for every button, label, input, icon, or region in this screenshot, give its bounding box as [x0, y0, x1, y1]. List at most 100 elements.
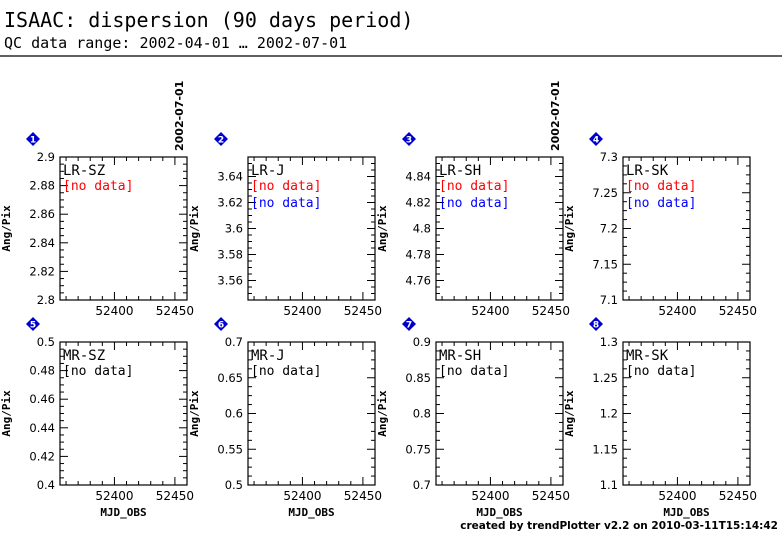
y-tick-label: 2.84 — [29, 236, 55, 250]
y-tick-label: 0.65 — [217, 371, 243, 385]
x-tick-label: 52400 — [95, 304, 133, 318]
y-tick-label: 2.82 — [29, 264, 55, 278]
y-tick-label: 3.58 — [217, 248, 243, 262]
panel-index-number: 6 — [218, 321, 224, 331]
series-label: MR-SK — [626, 348, 669, 364]
y-axis-title: Ang/Pix — [376, 205, 389, 252]
y-tick-label: 0.48 — [29, 364, 55, 378]
y-tick-label: 7.15 — [592, 257, 618, 271]
y-tick-label: 7.25 — [592, 186, 618, 200]
series-label: LR-SH — [439, 163, 481, 179]
panel-index-number: 4 — [593, 136, 599, 146]
panel-index-marker — [26, 317, 40, 331]
y-axis-title: Ang/Pix — [188, 205, 201, 252]
x-axis-title: MJD_OBS — [663, 506, 709, 519]
y-tick-label: 4.76 — [405, 274, 431, 288]
footer-credit: created by trendPlotter v2.2 on 2010-03-… — [460, 520, 778, 532]
y-tick-label: 0.6 — [225, 407, 243, 421]
y-tick-label: 0.4 — [37, 478, 55, 492]
series-label: LR-SZ — [63, 163, 105, 179]
x-tick-label: 52450 — [719, 489, 757, 503]
y-tick-label: 0.9 — [413, 335, 431, 349]
no-data-note: [no data] — [251, 364, 321, 379]
x-tick-label: 52450 — [532, 489, 570, 503]
y-tick-label: 4.84 — [405, 170, 431, 184]
panel-7: 52400 52450 0.7 0.75 0.8 0.85 0.9 Ang/Pix MJD_OB… — [376, 317, 570, 519]
y-tick-label: 2.8 — [37, 293, 55, 307]
y-tick-label: 1.1 — [600, 478, 618, 492]
x-tick-label: 52450 — [719, 304, 757, 318]
y-tick-label: 2.86 — [29, 207, 55, 221]
no-data-note: [no data] — [63, 364, 133, 379]
x-tick-label: 52400 — [283, 489, 321, 503]
panel-3: 52400 52450 4.76 4.78 4.8 4.82 4.84 Ang/Pix 3 LR-… — [376, 81, 570, 318]
no-data-note: [no data] — [626, 196, 696, 211]
y-axis-title: Ang/Pix — [563, 205, 576, 252]
y-axis-title: Ang/Pix — [0, 390, 13, 437]
y-tick-label: 1.15 — [592, 442, 618, 456]
panel-index-number: 7 — [406, 321, 412, 331]
y-tick-label: 0.8 — [413, 407, 431, 421]
y-tick-label: 0.7 — [225, 335, 243, 349]
panel-index-marker — [589, 317, 603, 331]
x-tick-label: 52400 — [658, 304, 696, 318]
panel-6: 52400 52450 0.5 0.55 0.6 0.65 0.7 Ang/Pix MJD_OB… — [188, 317, 382, 519]
y-tick-label: 0.75 — [405, 442, 431, 456]
series-label: MR-SZ — [63, 348, 105, 364]
y-tick-label: 0.5 — [37, 335, 55, 349]
x-tick-label: 52450 — [156, 489, 194, 503]
y-tick-label: 4.8 — [413, 222, 431, 236]
y-tick-label: 0.44 — [29, 421, 55, 435]
panel-index-marker — [402, 317, 416, 331]
y-tick-label: 7.1 — [600, 293, 618, 307]
y-tick-label: 2.88 — [29, 179, 55, 193]
y-axis-title: Ang/Pix — [0, 205, 13, 252]
y-tick-label: 1.2 — [600, 407, 618, 421]
panel-index-marker — [214, 132, 228, 146]
date-marker-label: 2002-07-01 — [173, 81, 186, 151]
series-label: LR-J — [251, 163, 285, 179]
date-marker-label: 2002-07-01 — [549, 81, 562, 151]
x-tick-label: 52400 — [283, 304, 321, 318]
panel-index-marker — [26, 132, 40, 146]
x-tick-label: 52450 — [344, 304, 382, 318]
x-axis-title: MJD_OBS — [100, 506, 146, 519]
no-data-note: [no data] — [626, 179, 696, 194]
page-title: ISAAC: dispersion (90 days period) — [4, 8, 413, 32]
y-tick-label: 0.7 — [413, 478, 431, 492]
x-tick-label: 52400 — [95, 489, 133, 503]
y-tick-label: 3.6 — [225, 222, 243, 236]
no-data-note: [no data] — [439, 364, 509, 379]
no-data-note: [no data] — [626, 364, 696, 379]
y-tick-label: 3.64 — [217, 170, 243, 184]
x-tick-label: 52400 — [658, 489, 696, 503]
x-axis-title: MJD_OBS — [476, 506, 522, 519]
y-axis-title: Ang/Pix — [376, 390, 389, 437]
y-tick-label: 0.46 — [29, 392, 55, 406]
series-label: MR-SH — [439, 348, 481, 364]
panel-index-marker — [402, 132, 416, 146]
y-tick-label: 4.82 — [405, 196, 431, 210]
panel-index-number: 1 — [30, 136, 36, 146]
y-tick-label: 0.85 — [405, 371, 431, 385]
panel-2: 52400 52450 3.56 3.58 3.6 3.62 3.64 Ang/Pix 2 LR-… — [188, 132, 382, 318]
y-tick-label: 0.55 — [217, 442, 243, 456]
x-tick-label: 52450 — [532, 304, 570, 318]
panel-index-number: 2 — [218, 136, 224, 146]
series-label: LR-SK — [626, 163, 669, 179]
x-tick-label: 52400 — [471, 304, 509, 318]
y-tick-label: 1.25 — [592, 371, 618, 385]
no-data-note: [no data] — [251, 179, 321, 194]
x-tick-label: 52400 — [471, 489, 509, 503]
no-data-note: [no data] — [63, 179, 133, 194]
no-data-note: [no data] — [251, 196, 321, 211]
y-tick-label: 3.62 — [217, 196, 243, 210]
y-tick-label: 0.42 — [29, 449, 55, 463]
panel-4: 52400 52450 7.1 7.15 7.2 7.25 7.3 Ang/Pix 4 LR-SK… — [563, 132, 757, 318]
no-data-note: [no data] — [439, 196, 509, 211]
y-tick-label: 3.56 — [217, 274, 243, 288]
panel-index-marker — [589, 132, 603, 146]
y-axis-title: Ang/Pix — [563, 390, 576, 437]
y-tick-label: 1.3 — [600, 335, 618, 349]
no-data-note: [no data] — [439, 179, 509, 194]
